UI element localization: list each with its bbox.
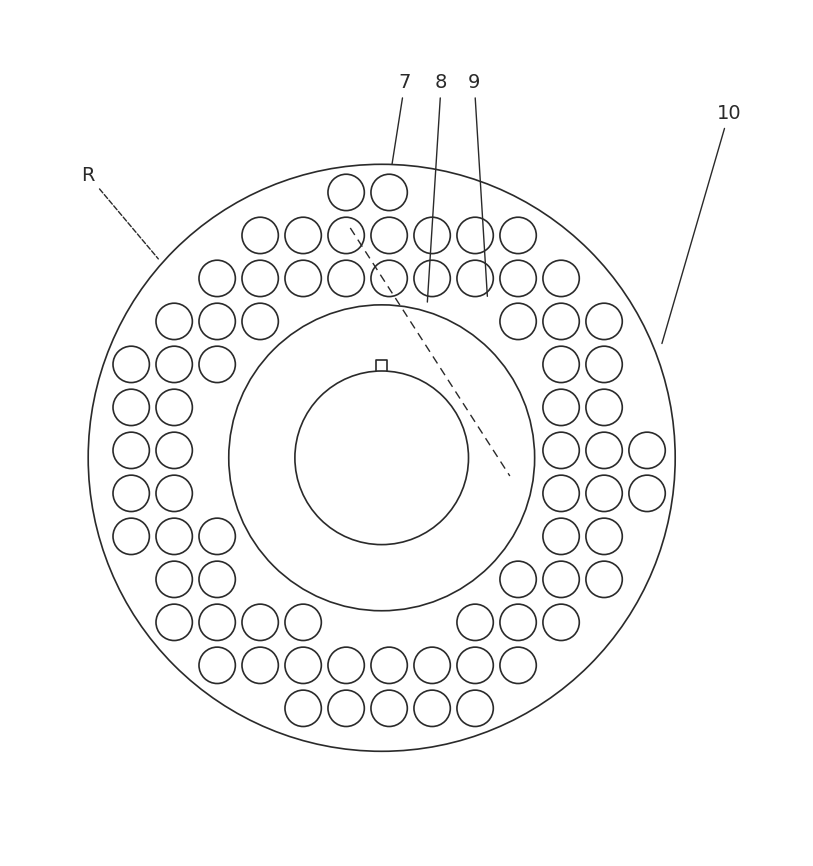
Text: 8: 8 bbox=[428, 74, 447, 302]
Text: R: R bbox=[81, 166, 159, 259]
Text: 9: 9 bbox=[468, 74, 487, 296]
Text: 7: 7 bbox=[392, 74, 411, 164]
Text: 10: 10 bbox=[662, 104, 741, 344]
